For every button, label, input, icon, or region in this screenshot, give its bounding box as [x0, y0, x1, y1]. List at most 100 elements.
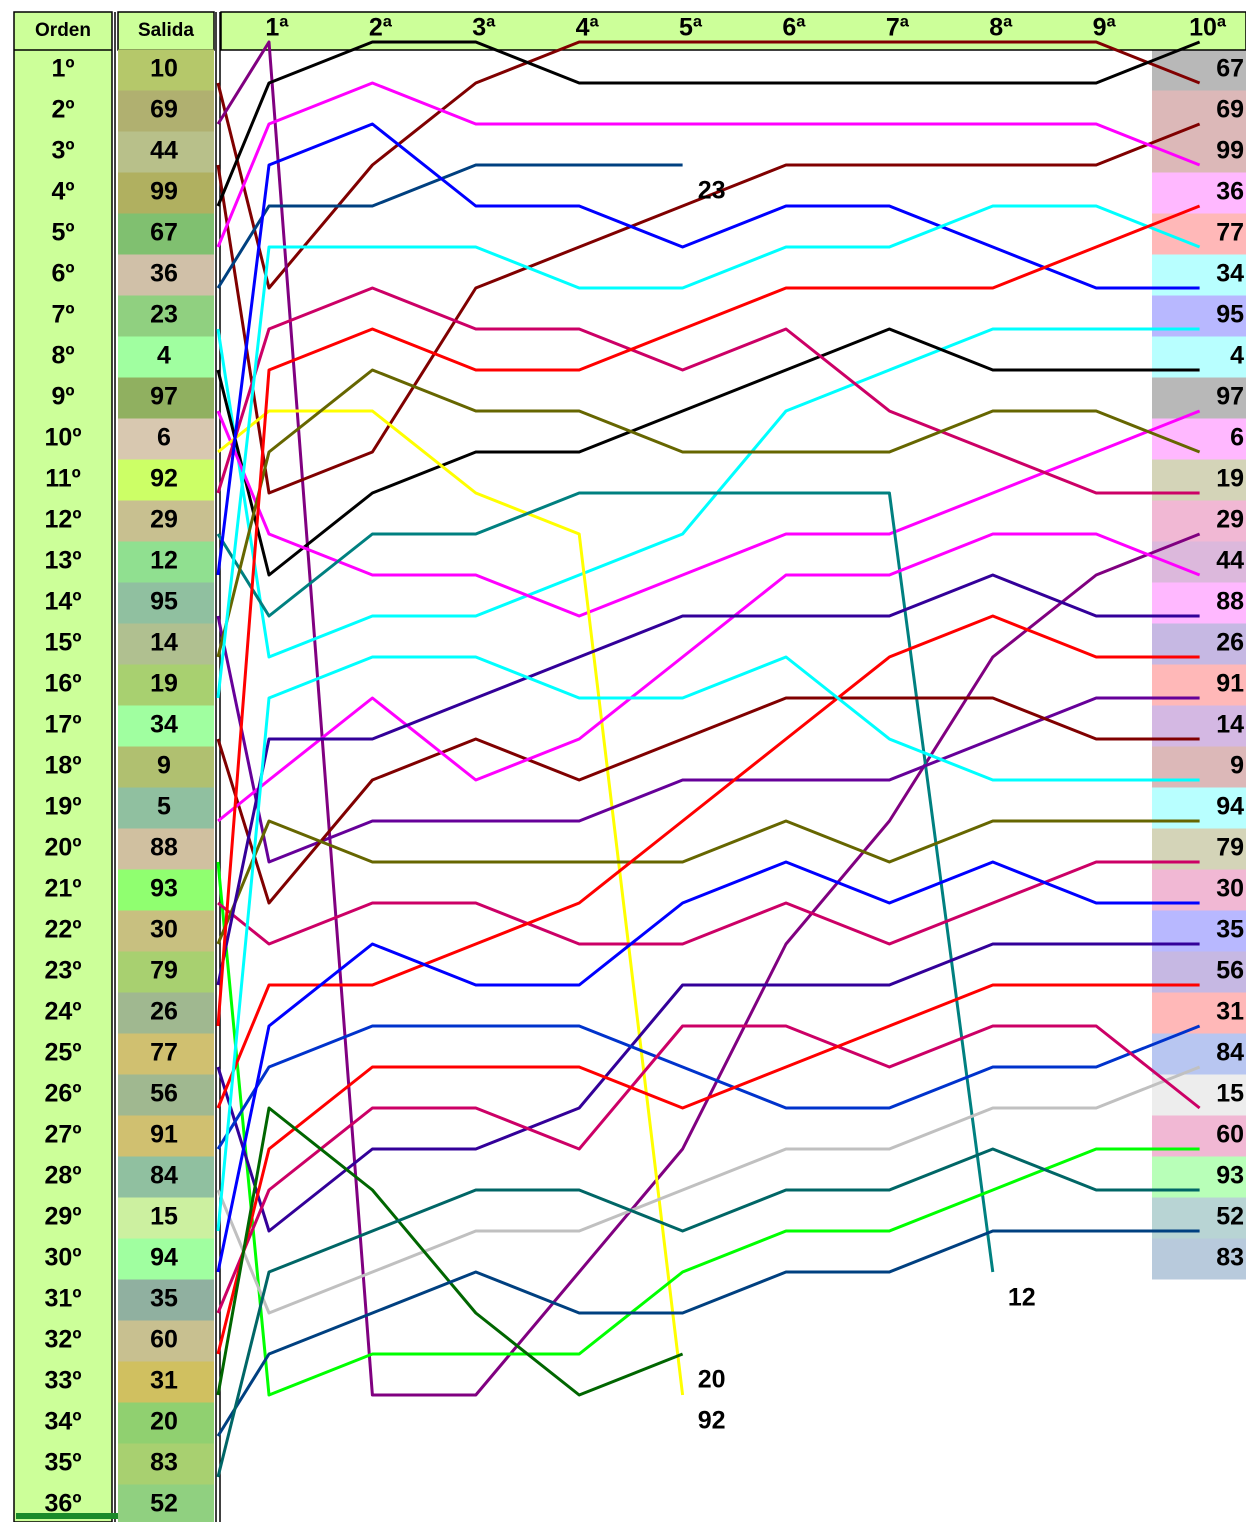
final-label: 93	[1216, 1162, 1244, 1190]
rider-line	[216, 615, 1200, 864]
rider-line	[217, 860, 1200, 946]
rank-label: 7º	[51, 301, 74, 329]
salida-cell	[118, 992, 214, 1034]
rider-line	[216, 1065, 1201, 1315]
salida-label: 29	[150, 506, 178, 534]
salida-label: 83	[150, 1449, 178, 1477]
final-label: 4	[1230, 342, 1244, 370]
salida-cell	[118, 746, 214, 788]
salida-label: 14	[150, 629, 178, 657]
final-label: 36	[1216, 178, 1244, 206]
rank-label: 13º	[45, 547, 82, 575]
rider-line	[216, 163, 683, 289]
rider-line	[216, 1024, 1201, 1150]
salida-cell	[118, 951, 214, 993]
rank-label: 29º	[45, 1203, 82, 1231]
salida-cell	[118, 254, 214, 296]
final-label: 15	[1216, 1080, 1244, 1108]
salida-label: 84	[150, 1162, 178, 1190]
salida-cell	[118, 90, 214, 132]
salida-cell	[118, 705, 214, 747]
labels: 1º 2º 3º 4º 5º 6º 7º 8º 9º 10º 11º 12º 13º 14º 15º 16º 1…	[45, 14, 1245, 1518]
salida-cell	[118, 49, 214, 91]
stage-label: 7ª	[886, 14, 910, 42]
salida-cell	[118, 1074, 214, 1116]
rider-line	[216, 819, 1200, 945]
salida-cell	[118, 869, 214, 911]
rider-line	[216, 204, 1201, 699]
salida-cell	[118, 459, 214, 501]
final-label: 14	[1216, 711, 1244, 739]
rank-label: 19º	[45, 793, 82, 821]
salida-cell	[118, 172, 214, 214]
salida-label: 93	[150, 875, 178, 903]
rider-line	[216, 1229, 1200, 1437]
final-label: 56	[1216, 957, 1244, 985]
salida-cell	[118, 1197, 214, 1239]
final-label: 52	[1216, 1203, 1244, 1231]
salida-cell	[118, 1238, 214, 1280]
rank-label: 23º	[45, 957, 82, 985]
rider-line	[216, 122, 1201, 495]
final-label: 95	[1216, 301, 1244, 329]
salida-cell	[118, 1033, 214, 1075]
final-label: 30	[1216, 875, 1244, 903]
stage-label: 8ª	[989, 14, 1013, 42]
salida-label: 15	[150, 1203, 178, 1231]
rank-label: 30º	[45, 1244, 82, 1272]
final-label: 19	[1216, 465, 1244, 493]
dropout-label: 20	[698, 1366, 726, 1394]
salida-label: 20	[150, 1408, 178, 1436]
dropout-label: 92	[698, 1407, 726, 1435]
salida-cell	[118, 1443, 214, 1485]
stage-label: 1ª	[265, 14, 289, 42]
salida-cell	[118, 336, 214, 378]
salida-label: 35	[150, 1285, 178, 1313]
rider-line	[216, 204, 1201, 1027]
salida-label: 69	[150, 96, 178, 124]
rank-label: 11º	[45, 465, 81, 493]
rider-line	[216, 368, 1201, 658]
rank-label: 15º	[45, 629, 82, 657]
dropout-label: 23	[698, 177, 726, 205]
rider-line	[216, 942, 1200, 1233]
salida-label: 19	[150, 670, 178, 698]
salida-label: 91	[150, 1121, 178, 1149]
final-cell	[1152, 1238, 1246, 1280]
rider-line	[216, 696, 1200, 905]
stage-header	[220, 11, 1246, 51]
final-label: 94	[1216, 793, 1244, 821]
final-label: 6	[1230, 424, 1244, 452]
salida-label: 34	[150, 711, 178, 739]
salida-cell	[118, 1361, 214, 1403]
salida-cell	[118, 623, 214, 665]
salida-label: 9	[157, 752, 171, 780]
stage-label: 10ª	[1189, 14, 1227, 42]
rank-label: 35º	[45, 1449, 82, 1477]
final-label: 88	[1216, 588, 1244, 616]
stage-label: 6ª	[782, 14, 806, 42]
salida-cell	[118, 1156, 214, 1198]
final-label: 9	[1230, 752, 1244, 780]
rank-label: 33º	[45, 1367, 82, 1395]
salida-label: 44	[150, 137, 178, 165]
rank-label: 12º	[45, 506, 82, 534]
rank-label: 8º	[51, 342, 74, 370]
lines	[216, 40, 1201, 1478]
rank-label: 28º	[45, 1162, 82, 1190]
salida-cell	[118, 1279, 214, 1321]
scroll-bar	[16, 1513, 202, 1519]
rider-line	[216, 1024, 1201, 1314]
column-header: Orden	[35, 20, 91, 41]
final-label: 77	[1216, 219, 1244, 247]
rank-label: 26º	[45, 1080, 82, 1108]
salida-cell	[118, 787, 214, 829]
final-label: 29	[1216, 506, 1244, 534]
rank-label: 2º	[51, 96, 74, 124]
salida-cell	[118, 828, 214, 870]
salida-label: 12	[150, 547, 178, 575]
final-label: 97	[1216, 383, 1244, 411]
stage-label: 9ª	[1093, 14, 1117, 42]
salida-label: 23	[150, 301, 178, 329]
salida-label: 26	[150, 998, 178, 1026]
